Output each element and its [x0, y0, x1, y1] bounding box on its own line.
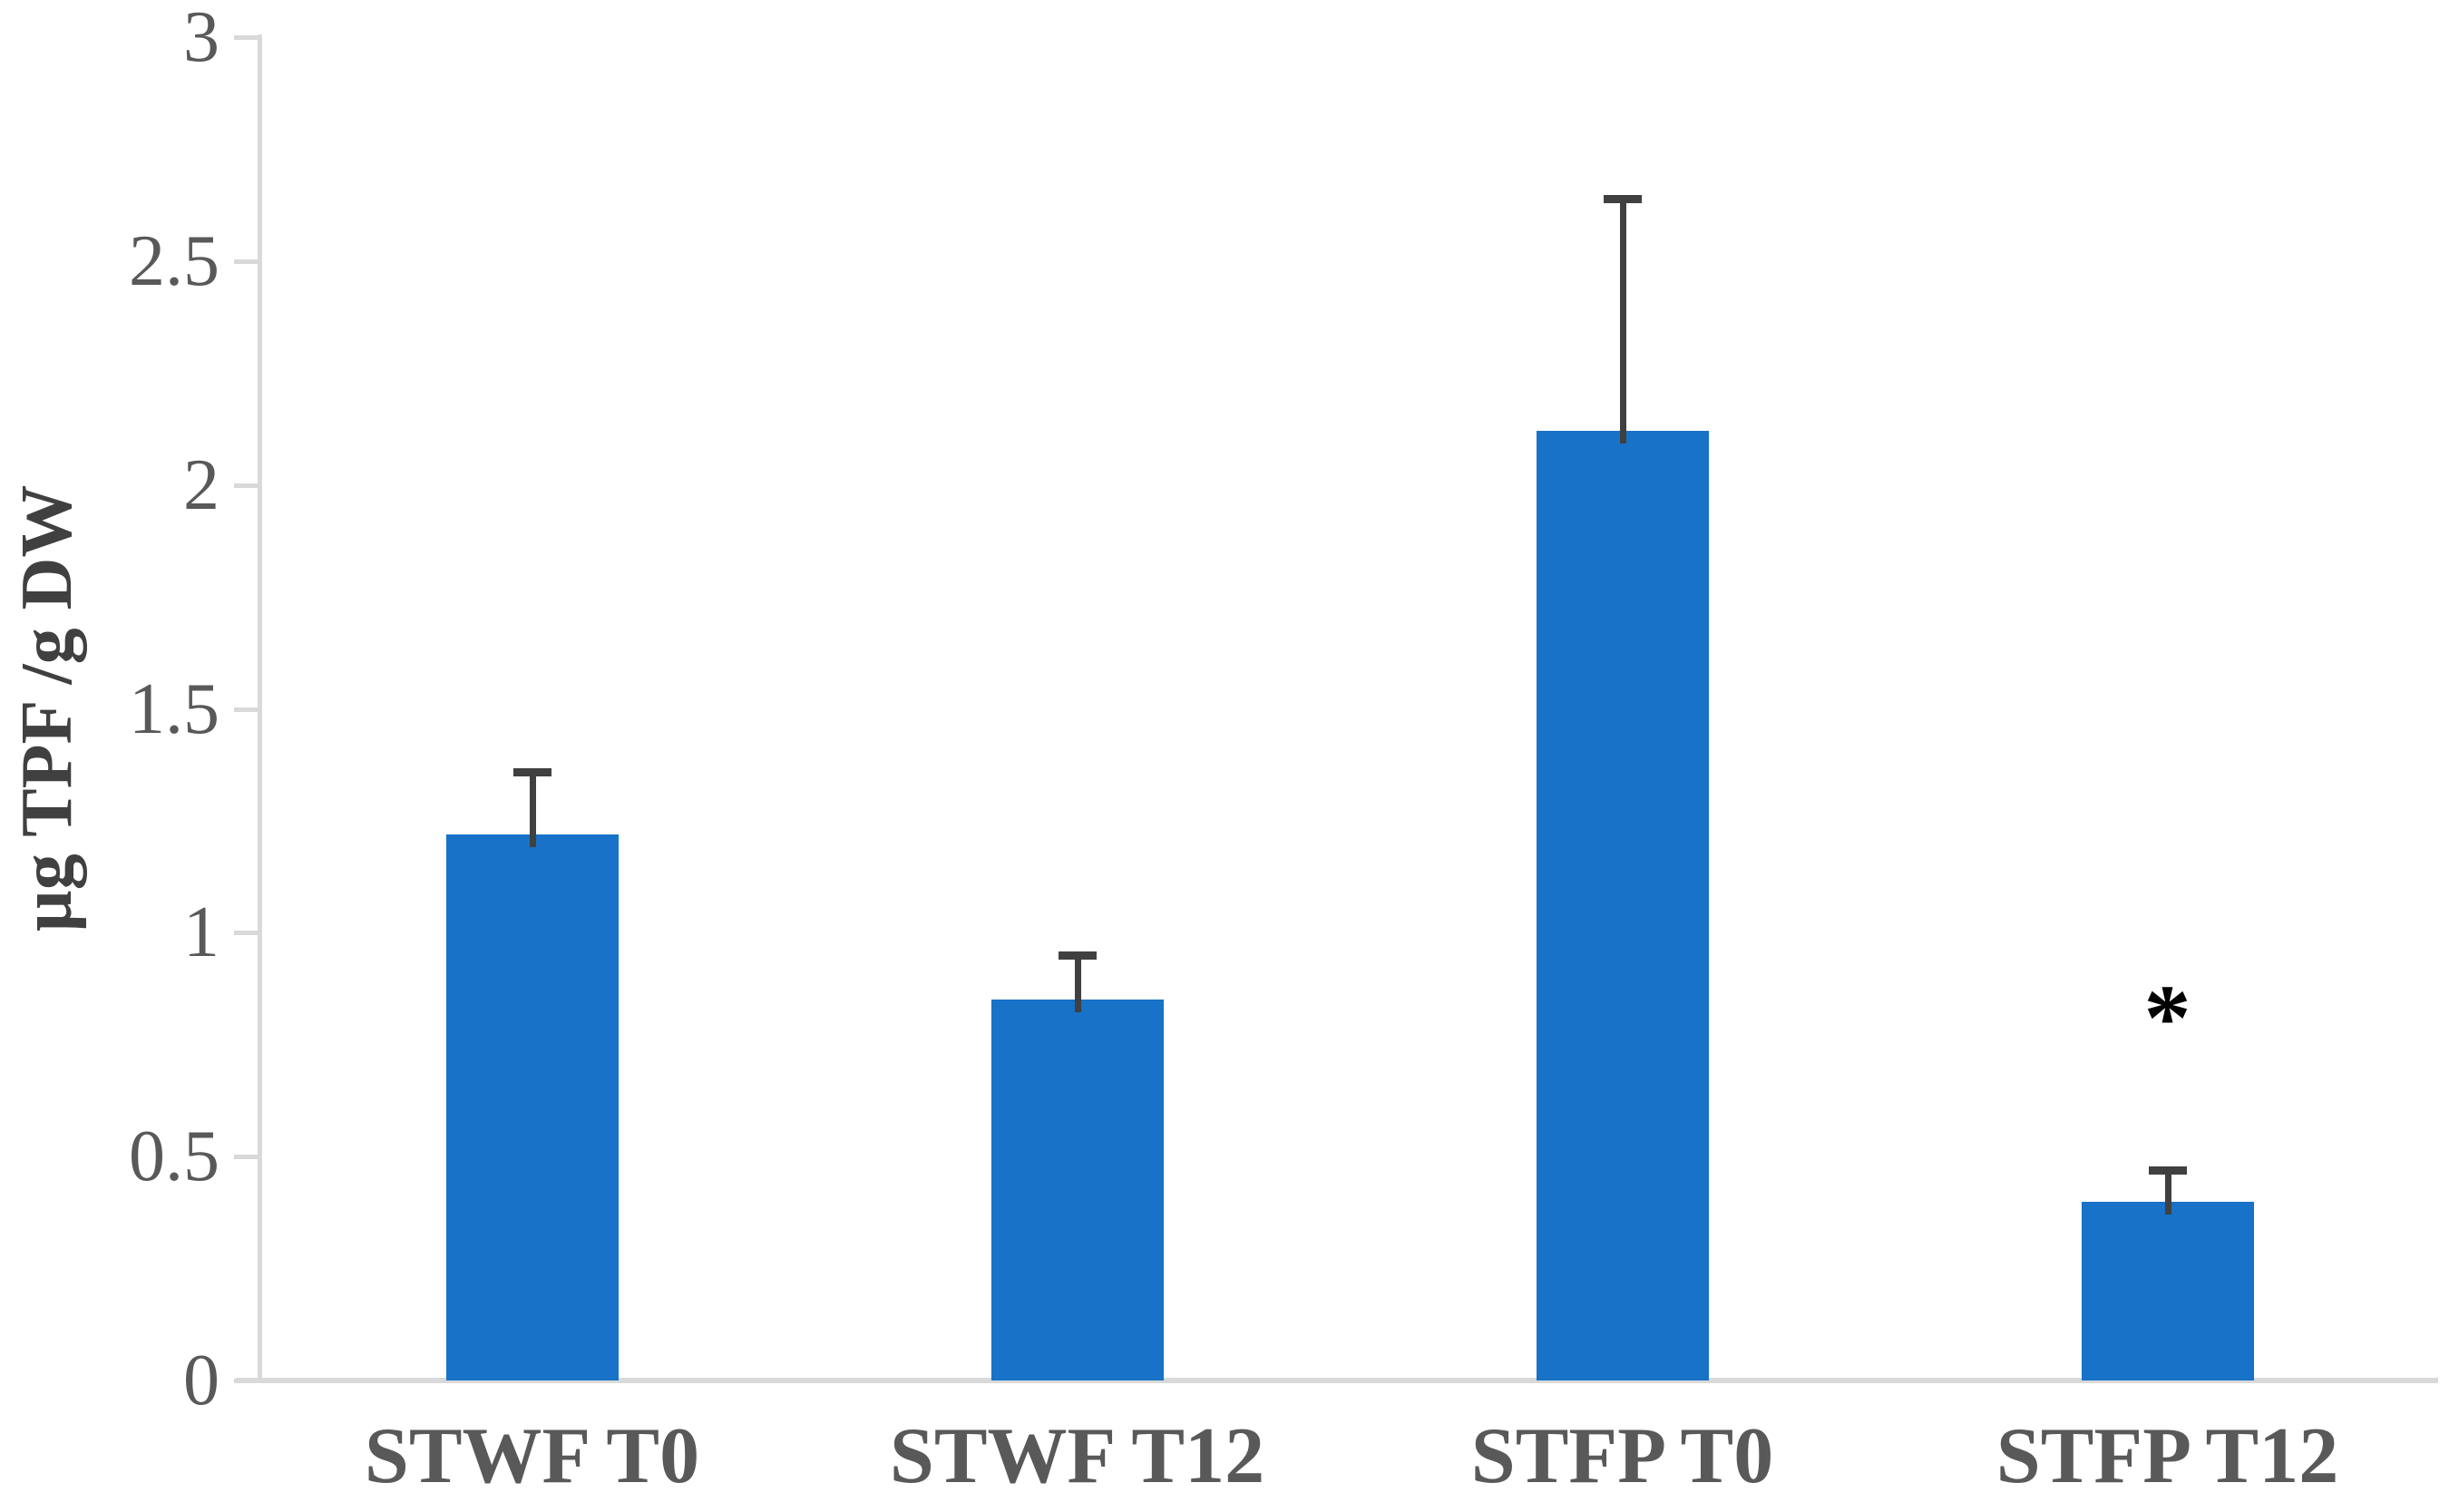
y-axis-line [258, 34, 262, 1383]
y-tick-mark [234, 35, 258, 40]
bar-stfp-t12 [2081, 1201, 2254, 1380]
category-label-stwf-t12: STWF T12 [889, 1412, 1265, 1500]
bar-stfp-t0 [1536, 431, 1709, 1380]
error-bar-cap-stfp-t12 [2148, 1166, 2187, 1175]
y-tick-mark [234, 1379, 258, 1383]
y-tick-label: 2 [183, 444, 220, 525]
error-bar-whisker-stfp-t12 [2164, 1169, 2171, 1214]
category-label-stfp-t12: STFP T12 [1995, 1412, 2339, 1500]
error-bar-cap-stfp-t0 [1603, 194, 1642, 203]
bar-stwf-t12 [990, 1000, 1164, 1380]
y-tick-label: 0.5 [129, 1117, 220, 1197]
error-bar-whisker-stwf-t0 [529, 771, 536, 847]
error-bar-cap-stwf-t12 [1058, 951, 1097, 961]
y-tick-label: 3 [183, 0, 220, 77]
y-tick-label: 2.5 [129, 220, 220, 301]
y-tick-mark [234, 483, 258, 488]
x-axis-line [236, 1378, 2438, 1383]
error-bar-whisker-stfp-t0 [1619, 198, 1626, 444]
y-tick-mark [234, 931, 258, 936]
y-tick-mark [234, 259, 258, 264]
error-bar-cap-stwf-t0 [512, 767, 551, 776]
y-tick-mark [234, 1155, 258, 1160]
significance-asterisk: * [2143, 966, 2191, 1071]
y-tick-label: 0 [183, 1341, 220, 1420]
error-bar-whisker-stwf-t12 [1074, 955, 1081, 1013]
y-tick-mark [234, 707, 258, 712]
category-label-stfp-t0: STFP T0 [1470, 1412, 1774, 1500]
category-label-stwf-t0: STWF T0 [364, 1412, 700, 1500]
y-tick-label: 1.5 [129, 668, 220, 749]
y-tick-label: 1 [183, 893, 220, 973]
bar-stwf-t0 [445, 834, 619, 1380]
